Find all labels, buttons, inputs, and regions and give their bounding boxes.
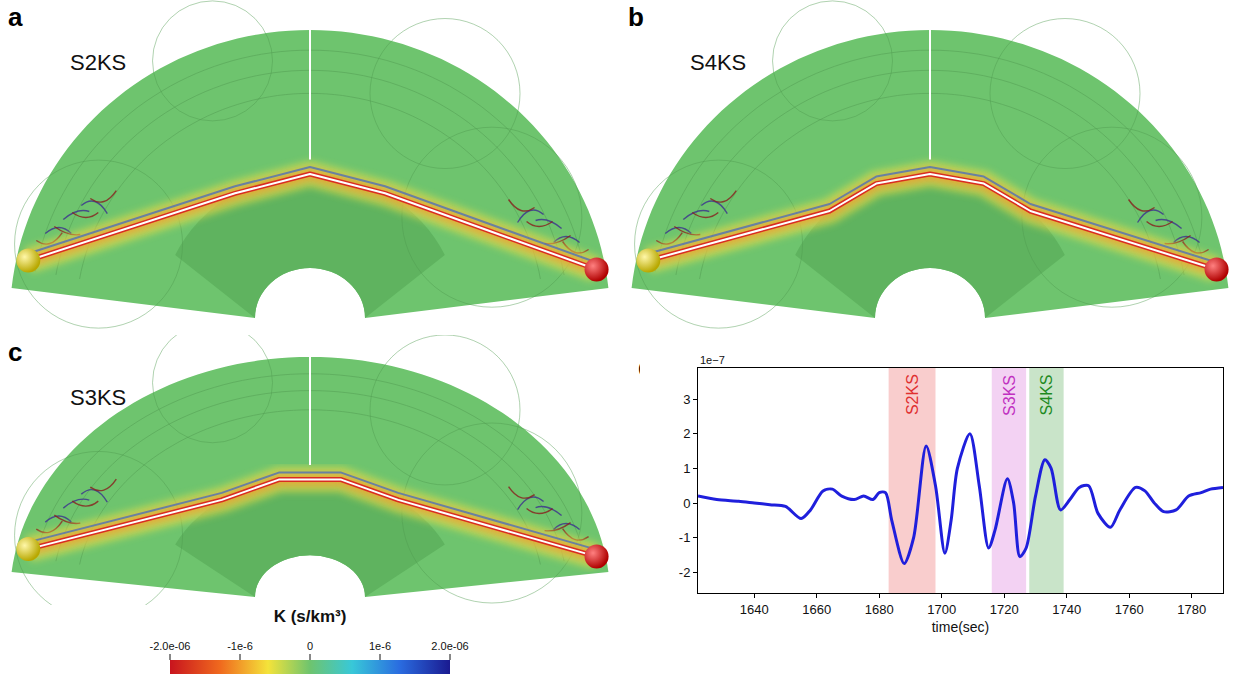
svg-text:0: 0 — [307, 640, 313, 652]
svg-text:1720: 1720 — [990, 602, 1019, 617]
svg-text:1: 1 — [683, 461, 690, 476]
svg-text:1740: 1740 — [1052, 602, 1081, 617]
html-text:b: b — [628, 2, 644, 32]
svg-text:0: 0 — [683, 496, 690, 511]
svg-text:1e−7: 1e−7 — [700, 354, 725, 366]
html-text:a: a — [8, 2, 23, 32]
html-text:S4KS: S4KS — [690, 50, 747, 75]
svg-text:-1e-6: -1e-6 — [227, 640, 253, 652]
svg-text:1780: 1780 — [1177, 602, 1206, 617]
svg-text:-1: -1 — [679, 530, 691, 545]
svg-text:S4KS: S4KS — [1038, 375, 1055, 416]
svg-text:1760: 1760 — [1115, 602, 1144, 617]
svg-text:1680: 1680 — [865, 602, 894, 617]
svg-text:2: 2 — [683, 426, 690, 441]
svg-text:-2.0e-06: -2.0e-06 — [150, 640, 191, 652]
svg-text:3: 3 — [683, 392, 690, 407]
html-text:S2KS: S2KS — [70, 50, 127, 75]
svg-text:1e-6: 1e-6 — [369, 640, 391, 652]
svg-text:-2: -2 — [679, 565, 691, 580]
html-text:c: c — [8, 337, 23, 367]
html-text:d: d — [638, 352, 654, 382]
svg-text:S3KS: S3KS — [1001, 375, 1018, 416]
svg-text:1640: 1640 — [740, 602, 769, 617]
svg-text:K (s/km³): K (s/km³) — [274, 607, 347, 626]
svg-text:time(sec): time(sec) — [932, 619, 990, 635]
svg-text:S2KS: S2KS — [904, 374, 921, 415]
svg-text:1660: 1660 — [802, 602, 831, 617]
html-text:S3KS: S3KS — [70, 385, 127, 410]
svg-text:1700: 1700 — [927, 602, 956, 617]
svg-text:2.0e-06: 2.0e-06 — [431, 640, 468, 652]
